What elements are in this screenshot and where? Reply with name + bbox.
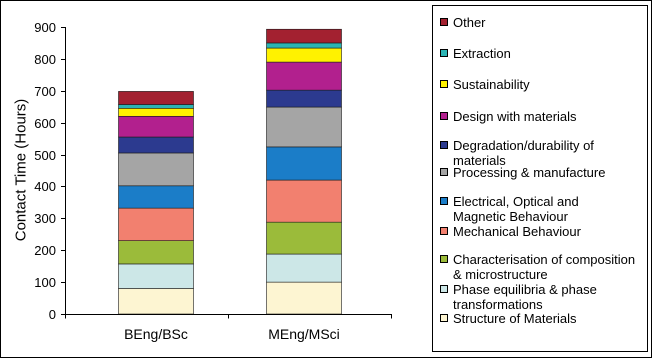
legend-label: Processing & manufacture xyxy=(453,164,606,180)
legend-label: Design with materials xyxy=(453,108,577,124)
bar-segment-design-with-materials-meng-msci xyxy=(266,61,342,91)
legend-item-characterisation-of-composition-microstructure: Characterisation of composition & micros… xyxy=(433,252,647,282)
legend-swatch xyxy=(440,285,448,293)
legend-swatch xyxy=(440,80,448,88)
legend-item-structure-of-materials: Structure of Materials xyxy=(433,311,647,326)
legend-label: Mechanical Behaviour xyxy=(453,223,581,239)
legend-item-processing-manufacture: Processing & manufacture xyxy=(433,165,647,180)
legend-item-sustainability: Sustainability xyxy=(433,77,647,92)
bars xyxy=(118,28,342,315)
legend-label: Extraction xyxy=(453,45,511,61)
legend-item-degradation-durability-of-materials: Degradation/durability of materials xyxy=(433,138,647,168)
bar-segment-mechanical-behaviour-beng-bsc xyxy=(118,207,194,241)
bar-segment-design-with-materials-beng-bsc xyxy=(118,115,194,138)
bar-segment-extraction-meng-msci xyxy=(266,42,342,49)
y-tick-label: 900 xyxy=(34,20,56,35)
bar-segment-phase-equilibria-phase-transformations-beng-bsc xyxy=(118,263,194,289)
legend-label: Degradation/durability of materials xyxy=(453,137,594,168)
legend-item-mechanical-behaviour: Mechanical Behaviour xyxy=(433,224,647,239)
bar-segment-characterisation-of-composition-microstructure-meng-msci xyxy=(266,221,342,255)
y-axis: 0 100 200 300 400 500 600 700 800 900 xyxy=(34,20,66,322)
legend-item-phase-equilibria-phase-transformations: Phase equilibria & phase transformations xyxy=(433,282,647,312)
bar-segment-phase-equilibria-phase-transformations-meng-msci xyxy=(266,253,342,283)
legend-swatch xyxy=(440,18,448,26)
legend-label: Structure of Materials xyxy=(453,310,577,326)
y-tick-label: 800 xyxy=(34,52,56,67)
legend-label: Sustainability xyxy=(453,76,530,92)
y-tick-label: 200 xyxy=(34,243,56,258)
x-axis: BEng/BSc MEng/MSci xyxy=(65,314,392,342)
bar-segment-other-beng-bsc xyxy=(118,91,194,105)
bar-segment-processing-manufacture-beng-bsc xyxy=(118,152,194,187)
y-tick-label: 0 xyxy=(49,307,56,322)
legend-item-other: Other xyxy=(433,15,647,30)
bar-segment-structure-of-materials-meng-msci xyxy=(266,281,342,315)
legend-swatch xyxy=(440,49,448,57)
legend-item-electrical-optical-and-magnetic-behaviour: Electrical, Optical and Magnetic Behavio… xyxy=(433,194,647,224)
legend-swatch xyxy=(440,197,448,205)
legend-swatch xyxy=(440,141,448,149)
bar-segment-characterisation-of-composition-microstructure-beng-bsc xyxy=(118,240,194,265)
bar-segment-degradation-durability-of-materials-beng-bsc xyxy=(118,136,194,154)
y-tick-label: 600 xyxy=(34,116,56,131)
bar-segment-processing-manufacture-meng-msci xyxy=(266,106,342,148)
bar-segment-mechanical-behaviour-meng-msci xyxy=(266,179,342,223)
bar-segment-other-meng-msci xyxy=(266,28,342,44)
legend-item-design-with-materials: Design with materials xyxy=(433,109,647,124)
y-tick-label: 500 xyxy=(34,148,56,163)
y-tick-label: 300 xyxy=(34,211,56,226)
bar-segment-electrical-optical-and-magnetic-behaviour-beng-bsc xyxy=(118,185,194,209)
y-tick-label: 400 xyxy=(34,179,56,194)
bar-segment-degradation-durability-of-materials-meng-msci xyxy=(266,89,342,108)
legend-label: Electrical, Optical and Magnetic Behavio… xyxy=(453,193,579,224)
legend-swatch xyxy=(440,112,448,120)
legend-swatch xyxy=(440,168,448,176)
bar-segment-electrical-optical-and-magnetic-behaviour-meng-msci xyxy=(266,146,342,181)
legend-label: Other xyxy=(453,14,486,30)
legend-swatch xyxy=(440,314,448,322)
x-category-label-meng-msci: MEng/MSci xyxy=(268,326,340,342)
y-tick-label: 700 xyxy=(34,84,56,99)
bar-segment-structure-of-materials-beng-bsc xyxy=(118,288,194,315)
bar-segment-extraction-beng-bsc xyxy=(118,104,194,109)
legend-swatch xyxy=(440,227,448,235)
y-tick-label: 100 xyxy=(34,275,56,290)
legend-item-extraction: Extraction xyxy=(433,46,647,61)
legend-swatch xyxy=(440,255,448,263)
x-category-label-beng-bsc: BEng/BSc xyxy=(124,326,188,342)
bar-segment-sustainability-meng-msci xyxy=(266,47,342,63)
legend: Other Extraction Sustainability Design with… xyxy=(432,5,648,352)
legend-label: Phase equilibria & phase transformations xyxy=(453,281,597,312)
legend-label: Characterisation of composition & micros… xyxy=(453,251,636,282)
bar-segment-sustainability-beng-bsc xyxy=(118,108,194,117)
y-axis-title: Contact Time (Hours) xyxy=(13,99,30,242)
